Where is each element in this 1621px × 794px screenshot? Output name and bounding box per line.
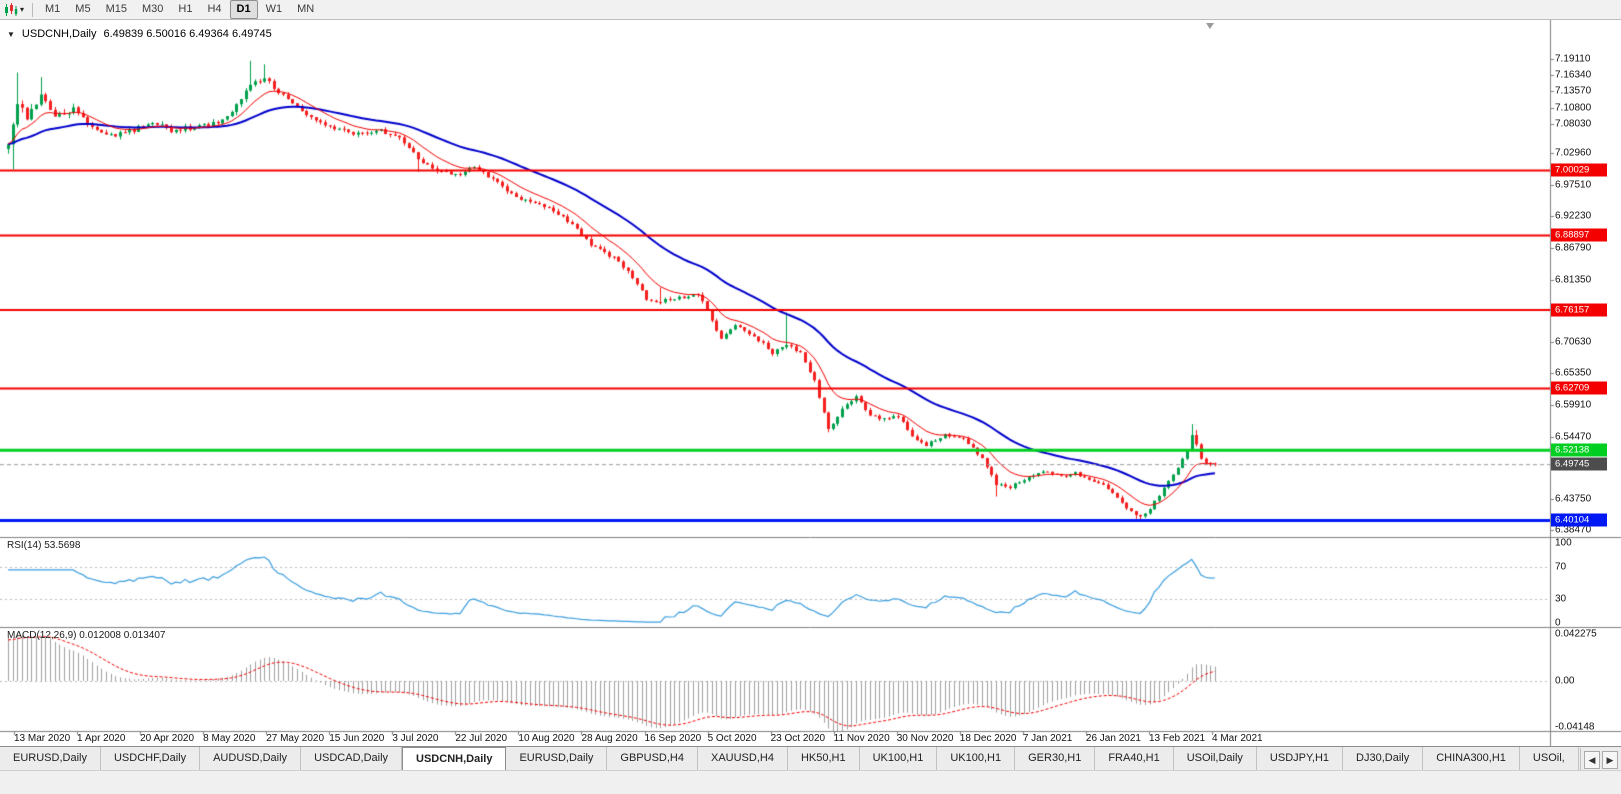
rsi-axis-label: 0: [1555, 617, 1561, 629]
symbol-tab-dj30-daily[interactable]: DJ30,Daily: [1343, 747, 1424, 770]
price-axis-label: 7.13570: [1555, 85, 1592, 97]
time-axis-label: 13 Feb 2021: [1148, 733, 1206, 744]
rsi-axis-label: 100: [1555, 537, 1572, 549]
time-axis-label: 11 Nov 2020: [833, 733, 890, 744]
time-axis-label: 20 Apr 2020: [140, 733, 195, 744]
time-axis-label: 28 Aug 2020: [581, 733, 638, 744]
current-price-badge: 6.49745: [1551, 457, 1607, 471]
price-axis-label: 7.19110: [1555, 53, 1591, 65]
timeframe-button-h4[interactable]: H4: [207, 3, 222, 15]
timeframe-button-mn[interactable]: MN: [297, 3, 315, 15]
time-axis-label: 15 Jun 2020: [329, 733, 385, 744]
timeframe-button-m30[interactable]: M30: [141, 3, 164, 15]
time-axis-label: 16 Sep 2020: [644, 733, 702, 744]
symbol-tab-gbpusd-h4[interactable]: GBPUSD,H4: [607, 747, 698, 770]
symbol-tab-china300-h1[interactable]: CHINA300,H1: [1423, 747, 1520, 770]
price-level-badge[interactable]: 6.62709: [1551, 381, 1607, 395]
price-axis-label: 6.43750: [1555, 493, 1592, 505]
rsi-indicator-label: RSI(14) 53.5698: [7, 540, 81, 551]
macd-axis-label: -0.04148: [1555, 721, 1595, 733]
time-axis-label: 1 Apr 2020: [77, 733, 126, 744]
timeframe-button-h1[interactable]: H1: [178, 3, 193, 15]
symbol-tab-fra40-h1[interactable]: FRA40,H1: [1095, 747, 1174, 770]
symbol-tab-eurusd-daily[interactable]: EURUSD,Daily: [506, 747, 608, 770]
timeframe-button-d1[interactable]: D1: [229, 0, 258, 19]
price-axis-label: 6.38470: [1555, 524, 1592, 536]
time-axis-label: 13 Mar 2020: [14, 733, 71, 744]
price-axis-label: 7.02960: [1555, 147, 1592, 159]
symbol-tab-ger30-h1[interactable]: GER30,H1: [1015, 747, 1096, 770]
time-axis-label: 5 Oct 2020: [707, 733, 757, 744]
time-axis-label: 22 Jul 2020: [455, 733, 508, 744]
price-axis-label: 7.08030: [1555, 118, 1592, 130]
time-axis-label: 23 Oct 2020: [770, 733, 826, 744]
time-axis-label: 3 Jul 2020: [392, 733, 439, 744]
timeframe-button-w1[interactable]: W1: [265, 3, 283, 15]
symbol-tab-usdchf-daily[interactable]: USDCHF,Daily: [100, 747, 201, 770]
symbol-menu-icon[interactable]: ▼: [7, 29, 15, 39]
candlestick-chart-icon: [5, 2, 18, 16]
price-axis-label: 7.16340: [1555, 69, 1592, 81]
symbol-tab-eurusd-daily[interactable]: EURUSD,Daily: [0, 747, 101, 770]
symbol-tab-uk100-h1[interactable]: UK100,H1: [859, 747, 938, 770]
price-axis-label: 6.81350: [1555, 274, 1592, 286]
symbol-tabs: EURUSD,Daily USDCHF,Daily AUDUSD,Daily USDC…: [0, 747, 1579, 770]
time-axis-label: 30 Nov 2020: [896, 733, 954, 744]
price-axis-label: 6.97510: [1555, 179, 1592, 191]
price-level-badge[interactable]: 6.40104: [1551, 513, 1607, 527]
time-axis-label: 8 May 2020: [203, 733, 256, 744]
symbol-tab-usdjpy-h1[interactable]: USDJPY,H1: [1256, 747, 1344, 770]
symbol-tab-hk50-h1[interactable]: HK50,H1: [787, 747, 860, 770]
time-axis-label: 4 Mar 2021: [1212, 733, 1263, 744]
time-axis-label: 27 May 2020: [266, 733, 325, 744]
tabs-scroll-left-button[interactable]: ◀: [1584, 750, 1600, 769]
price-axis-label: 6.92230: [1555, 210, 1592, 222]
symbol-tab-xauusd-h4[interactable]: XAUUSD,H4: [697, 747, 788, 770]
chart-title: ▼ USDCNH,Daily 6.49839 6.50016 6.49364 6…: [7, 28, 272, 40]
price-axis-label: 6.54470: [1555, 431, 1592, 443]
time-axis-label: 18 Dec 2020: [959, 733, 1017, 744]
symbol-tabbar: EURUSD,Daily USDCHF,Daily AUDUSD,Daily USDC…: [0, 746, 1621, 770]
macd-indicator-label: MACD(12,26,9) 0.012008 0.013407: [7, 630, 166, 641]
symbol-tab-usoil[interactable]: USOil,: [1519, 747, 1579, 770]
rsi-axis-label: 30: [1555, 593, 1567, 605]
time-axis-label: 7 Jan 2021: [1022, 733, 1073, 744]
symbol-tab-uk100-h1[interactable]: UK100,H1: [937, 747, 1016, 770]
timeframe-toolbar: ▾ M1 M5 M15 M30 H1 H4 D1 W1 MN: [0, 0, 1621, 20]
symbol-tab-usoil-daily[interactable]: USOil,Daily: [1173, 747, 1257, 770]
ohlc-values: 6.49839 6.50016 6.49364 6.49745: [103, 28, 272, 40]
price-axis-label: 7.10800: [1555, 102, 1592, 114]
macd-axis-label: 0.042275: [1555, 628, 1597, 640]
timeframe-button-m15[interactable]: M15: [105, 3, 127, 15]
price-axis-label: 6.65350: [1555, 367, 1592, 379]
chart-type-button[interactable]: ▾: [4, 2, 25, 17]
time-axis-label: 10 Aug 2020: [518, 733, 575, 744]
price-axis-label: 6.70630: [1555, 336, 1592, 348]
timeframe-button-m1[interactable]: M1: [45, 3, 61, 15]
symbol-period-label: USDCNH,Daily: [21, 28, 97, 40]
price-axis-label: 6.86790: [1555, 242, 1592, 254]
status-bar: [0, 770, 1621, 794]
symbol-tab-usdcnh-daily[interactable]: USDCNH,Daily: [402, 747, 507, 770]
tabs-scroll-right-button[interactable]: ▶: [1602, 750, 1618, 769]
price-level-badge[interactable]: 6.52138: [1551, 443, 1607, 457]
toolbar-separator: [32, 2, 34, 17]
time-axis-label: 26 Jan 2021: [1085, 733, 1141, 744]
tab-scroll-arrows: ◀ ▶: [1580, 748, 1621, 770]
chart-shift-marker[interactable]: [1206, 23, 1214, 29]
price-level-badge[interactable]: 7.00029: [1551, 163, 1607, 177]
chart-type-caret-icon: ▾: [20, 5, 25, 14]
timeframe-button-m5[interactable]: M5: [75, 3, 91, 15]
price-chart-canvas[interactable]: [0, 20, 1621, 746]
symbol-tab-audusd-daily[interactable]: AUDUSD,Daily: [200, 747, 302, 770]
rsi-axis-label: 70: [1555, 561, 1567, 573]
timeframe-buttons: M1 M5 M15 M30 H1 H4 D1 W1 MN: [38, 0, 321, 19]
chart-area: ▼ USDCNH,Daily 6.49839 6.50016 6.49364 6…: [0, 20, 1621, 746]
price-level-badge[interactable]: 6.76157: [1551, 303, 1607, 317]
price-axis-label: 6.59910: [1555, 399, 1592, 411]
macd-axis-label: 0.00: [1555, 675, 1575, 687]
price-level-badge[interactable]: 6.88897: [1551, 228, 1607, 242]
symbol-tab-usdcad-daily[interactable]: USDCAD,Daily: [301, 747, 403, 770]
